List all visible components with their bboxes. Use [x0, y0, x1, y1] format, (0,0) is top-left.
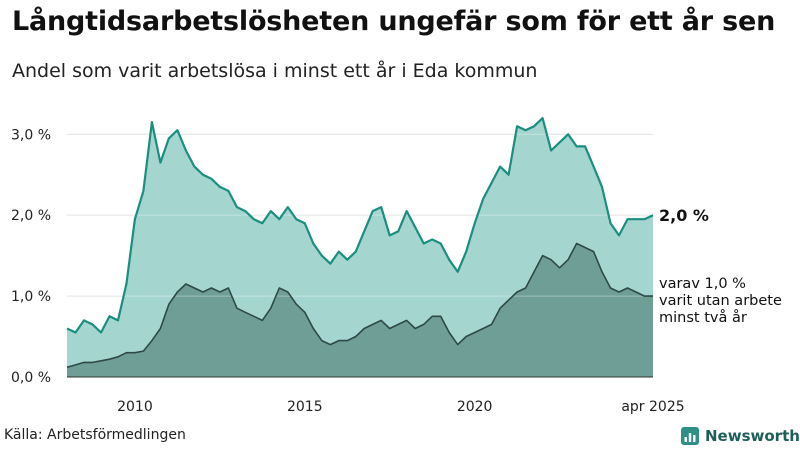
brand-logo: Newsworthy	[680, 426, 800, 446]
chart-title: Långtidsarbetslösheten ungefär som för e…	[12, 6, 776, 37]
total-value-label: 2,0 %	[659, 206, 709, 225]
x-tick-label: 2010	[117, 399, 153, 415]
y-tick-label: 0,0 %	[11, 370, 51, 386]
axes: 0,0 % 1,0 % 2,0 % 3,0 % 2010 2015 2020 apr 2025	[11, 127, 685, 415]
y-tick-label: 2,0 %	[11, 208, 51, 224]
brand-name: Newsworthy	[705, 427, 800, 445]
series-sub-area	[67, 243, 653, 377]
sub-value-label: minst två år	[659, 309, 747, 326]
series-sub-line	[66, 242, 653, 369]
chart-subtitle: Andel som varit arbetslösa i minst ett å…	[12, 60, 538, 82]
x-tick-label: apr 2025	[621, 399, 684, 415]
area-series	[66, 117, 654, 377]
sub-value-label: varit utan arbete	[659, 293, 782, 309]
source-note: Källa: Arbetsförmedlingen	[4, 427, 186, 443]
x-tick-label: 2020	[457, 399, 493, 415]
sub-value-label: varav 1,0 %	[659, 276, 746, 292]
y-tick-label: 3,0 %	[11, 127, 51, 143]
bar-chart-icon	[680, 426, 700, 446]
series-total-line	[66, 117, 654, 334]
x-tick-label: 2015	[287, 399, 323, 415]
y-tick-label: 1,0 %	[11, 289, 51, 305]
